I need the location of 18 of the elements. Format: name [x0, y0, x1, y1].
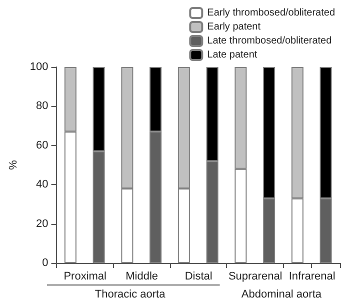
y-tick-label: 80: [36, 100, 48, 112]
legend-label: Early patent: [207, 22, 261, 32]
x-tick-label: Proximal: [64, 270, 106, 282]
y-axis-title: %: [8, 160, 20, 170]
y-tick-label: 20: [36, 218, 48, 230]
y-tick-label: 60: [36, 139, 48, 152]
y-tick-label: 0: [42, 257, 48, 269]
x-tick-label: Suprarenal: [228, 270, 282, 282]
text: Abdominal aorta: [241, 288, 322, 300]
x-tick-label: Distal: [184, 270, 212, 282]
x-tick-label: Infrarenal: [288, 270, 336, 282]
text: Thoracic aorta: [94, 288, 166, 300]
legend-label: Late patent: [207, 50, 258, 60]
x-tick-label: Middle: [126, 270, 158, 282]
y-tick-label: 40: [36, 178, 48, 191]
legend-label: Early thrombosed/obliterated: [207, 8, 336, 18]
y-tick-label: 100: [30, 61, 48, 73]
legend-label: Late thrombosed/obliterated: [207, 36, 332, 46]
